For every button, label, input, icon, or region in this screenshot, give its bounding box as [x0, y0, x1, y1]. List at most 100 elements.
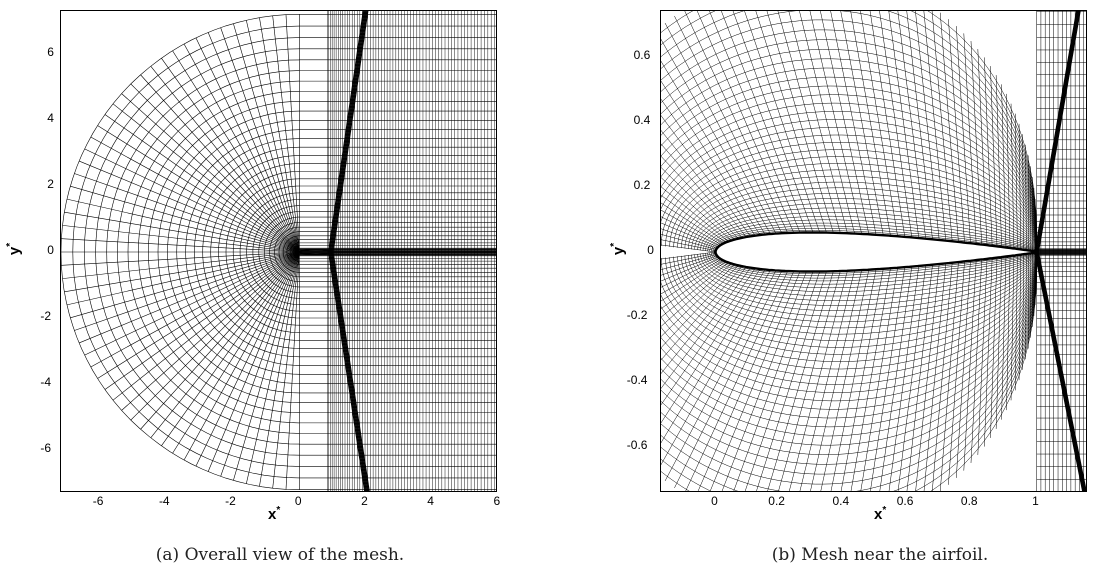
shock-band-line [330, 11, 366, 253]
mesh-normal-line [840, 268, 884, 491]
mesh-normal-line [661, 265, 739, 349]
mesh-normal-line [661, 269, 766, 444]
mesh-layer-upper [669, 156, 1037, 247]
mesh-normal-line [664, 270, 777, 482]
mesh-radial-line [183, 43, 300, 253]
mesh-radial-line [70, 251, 300, 319]
mesh-normal-line [995, 75, 1002, 247]
mesh-radial-line [74, 173, 300, 253]
mesh-layer-upper [691, 193, 1037, 250]
mesh-normal-line [850, 268, 891, 491]
mesh-radial-line [121, 251, 300, 411]
mesh-layer-lower [661, 263, 1037, 437]
x-tick-label: 0.2 [768, 494, 785, 508]
mesh-normal-line [685, 270, 788, 491]
mesh-radial-line [66, 198, 300, 253]
mesh-radial-line [70, 185, 300, 253]
shock-band-line [1036, 251, 1085, 491]
shock-band-line [1038, 11, 1081, 253]
mesh-normal-line [970, 259, 982, 463]
shock-band-line [331, 11, 368, 253]
mesh-layer-lower [661, 268, 1037, 491]
caption-a: (a) Overall view of the mesh. [155, 545, 405, 565]
mesh-normal-line [1015, 113, 1018, 249]
mesh-normal-line [709, 11, 801, 233]
shock-band-line [1037, 11, 1081, 253]
mesh-normal-line [1027, 155, 1030, 251]
mesh-normal-line [661, 268, 756, 406]
mesh-normal-line [661, 194, 726, 243]
mesh-normal-line [1015, 255, 1018, 391]
y-tick-label: 2 [47, 176, 54, 191]
mesh-layer-upper [661, 19, 1037, 238]
mesh-normal-line [850, 11, 891, 236]
x-tick-label: -2 [225, 494, 236, 508]
mesh-normal-line [1027, 253, 1030, 349]
mesh-normal-line [1018, 123, 1021, 250]
mesh-normal-line [970, 41, 982, 245]
mesh-normal-line [990, 66, 998, 247]
mesh-layer-upper [661, 29, 1037, 238]
shock-band-line [1035, 251, 1085, 491]
y-tick-label: -2 [40, 309, 52, 324]
mesh-normal-line [1022, 254, 1024, 370]
mesh-radial-line [207, 251, 300, 472]
y-tick-label: 0.6 [633, 47, 651, 62]
mesh-layer-upper [661, 134, 1037, 246]
mesh-normal-line [661, 167, 735, 240]
mesh-normal-line [897, 11, 926, 239]
y-tick-label: 4 [47, 110, 54, 125]
mesh-layer-lower [661, 269, 1037, 491]
mesh-layer-lower [681, 255, 1037, 329]
shock-band-line [332, 251, 370, 491]
mesh-layer-lower [661, 260, 1037, 385]
mesh-layer-upper [665, 149, 1037, 247]
mesh-normal-line [661, 266, 747, 374]
shock-band-line [1035, 11, 1078, 253]
y-tick-label: -4 [40, 375, 52, 390]
mesh-normal-line [1010, 103, 1015, 249]
mesh-normal-line [977, 49, 988, 246]
mesh-normal-line [661, 266, 743, 361]
mesh-normal-line [932, 262, 953, 491]
mesh-normal-line [756, 271, 827, 491]
mesh-normal-line [744, 271, 820, 491]
shock-band-line [1035, 11, 1078, 253]
mesh-normal-line [661, 216, 720, 247]
mesh-normal-line [661, 98, 756, 236]
mesh-layer-lower [661, 260, 1037, 393]
shock-band-line [329, 251, 367, 491]
mesh-radial-line [259, 17, 300, 253]
x-tick-label: 2 [361, 494, 368, 508]
mesh-radial-line [84, 251, 300, 356]
mesh-normal-line [789, 270, 848, 491]
mesh-normal-line [906, 11, 933, 240]
shock-band-line [1035, 11, 1079, 253]
mesh-normal-line [888, 11, 920, 239]
mesh-normal-line [939, 262, 959, 491]
mesh-layer-upper [661, 11, 1037, 237]
mesh-normal-line [984, 57, 993, 246]
mesh-normal-line [661, 261, 726, 310]
mesh-layer-lower [673, 256, 1037, 341]
mesh-layer-upper [661, 67, 1037, 241]
y-tick-label: 0 [47, 243, 54, 257]
mesh-radial-line [285, 251, 300, 490]
x-axis-title-b: x* [874, 505, 887, 523]
mesh-radial-line [79, 160, 300, 253]
shock-band-line [331, 11, 367, 253]
mesh-normal-line [661, 202, 724, 244]
mesh-layer-upper [661, 142, 1037, 246]
mesh-layer-lower [677, 256, 1037, 335]
mesh-layer-lower [661, 264, 1037, 446]
mesh-radial-line [112, 251, 300, 401]
mesh-radial-line [220, 27, 300, 253]
mesh-normal-line [661, 186, 729, 242]
mesh-normal-line [661, 251, 716, 260]
mesh-normal-line [963, 33, 977, 244]
mesh-normal-line [799, 11, 855, 234]
mesh-layer-upper [677, 169, 1037, 248]
mesh-layer-upper [709, 222, 1037, 252]
caption-b: (b) Mesh near the airfoil. [771, 545, 989, 565]
shock-band-line [1035, 251, 1084, 491]
